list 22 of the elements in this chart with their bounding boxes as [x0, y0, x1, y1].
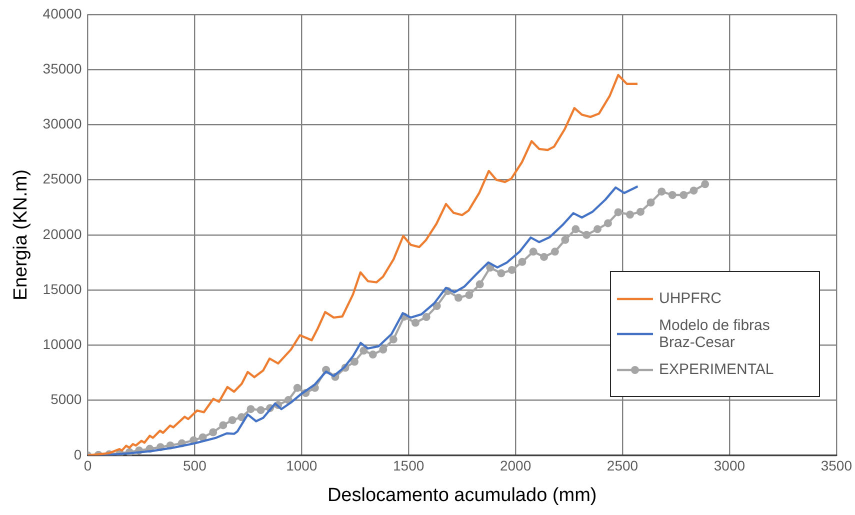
x-tick-label: 1000 — [286, 458, 318, 474]
y-tick-label: 20000 — [42, 226, 82, 242]
x-axis-title: Deslocamento acumulado (mm) — [327, 484, 597, 506]
x-tick-label: 500 — [183, 458, 207, 474]
y-tick-label: 40000 — [42, 5, 82, 22]
x-tick-label: 3000 — [714, 458, 746, 474]
legend-label: UHPFRC — [659, 290, 722, 307]
y-tick-label: 5000 — [50, 391, 82, 408]
y-tick-label: 10000 — [42, 336, 82, 352]
x-tick-label: 3500 — [820, 458, 852, 474]
y-tick-label: 0 — [74, 446, 82, 462]
x-tick-label: 1500 — [393, 458, 424, 474]
legend-label: Modelo de fibras Braz-Cesar — [659, 317, 771, 351]
legend-label: EXPERIMENTAL — [659, 361, 775, 378]
y-tick-label: 25000 — [42, 170, 82, 187]
y-tick-label: 35000 — [42, 60, 82, 76]
y-axis-title: Energia (KN.m) — [10, 169, 32, 300]
x-tick-label: 2000 — [500, 458, 532, 474]
x-tick-label: 2500 — [606, 458, 638, 474]
y-tick-label: 30000 — [42, 116, 82, 132]
y-tick-label: 15000 — [42, 280, 82, 297]
x-tick-label: 0 — [84, 458, 92, 474]
